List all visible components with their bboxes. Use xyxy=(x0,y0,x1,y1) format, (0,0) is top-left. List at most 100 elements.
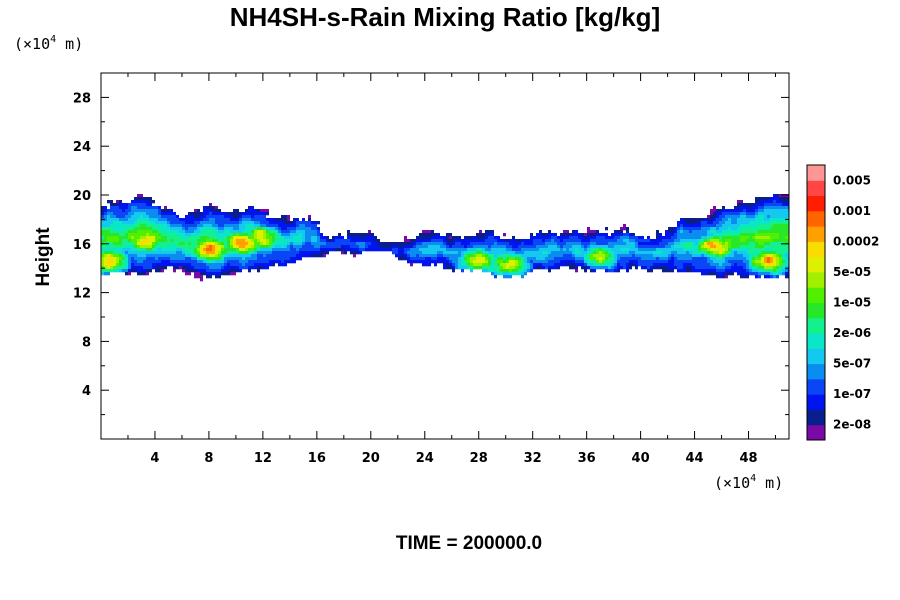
colorbar-label: 0.005 xyxy=(833,173,871,187)
field-cell xyxy=(230,263,242,267)
field-cell xyxy=(392,248,398,252)
field-cell xyxy=(734,206,740,210)
y-unit-exponent: 4 xyxy=(50,34,56,45)
field-cell xyxy=(605,251,608,255)
field-cell xyxy=(701,254,704,258)
field-cell xyxy=(101,251,104,255)
field-cell xyxy=(746,263,749,267)
field-cell xyxy=(584,254,587,258)
y-unit-label: (×104 m) xyxy=(14,34,83,53)
field-cell xyxy=(215,230,218,234)
field-cell xyxy=(263,230,266,234)
field-cell xyxy=(701,227,710,231)
field-cell xyxy=(491,272,494,276)
x-tick-label: 44 xyxy=(686,451,704,466)
field-cell xyxy=(128,233,146,237)
field-cell xyxy=(572,230,575,234)
field-cell xyxy=(470,251,476,255)
field-cell xyxy=(740,245,755,249)
field-cell xyxy=(104,215,107,219)
field-cell xyxy=(473,266,482,270)
field-cell xyxy=(683,224,701,228)
field-cell xyxy=(503,233,506,237)
field-cell xyxy=(530,260,533,264)
field-cell xyxy=(218,248,221,252)
field-cell xyxy=(590,242,596,246)
field-cell xyxy=(758,242,764,246)
field-cell xyxy=(782,254,785,258)
field-cell xyxy=(185,221,194,225)
field-cell xyxy=(725,239,731,243)
field-cell xyxy=(704,242,707,246)
field-cell xyxy=(770,218,789,222)
field-cell xyxy=(410,257,425,261)
field-cell xyxy=(200,227,215,231)
field-cell xyxy=(521,254,548,258)
field-cell xyxy=(179,242,185,246)
field-cell xyxy=(248,236,254,240)
field-cell xyxy=(293,236,302,240)
field-cell xyxy=(236,236,239,240)
field-cell xyxy=(446,242,449,246)
field-cell xyxy=(521,266,524,270)
field-cell xyxy=(467,257,470,261)
field-cell xyxy=(335,239,350,243)
field-cell xyxy=(191,233,200,237)
field-cell xyxy=(563,254,572,258)
field-cell xyxy=(464,245,467,249)
field-cell xyxy=(143,260,161,264)
field-cell xyxy=(485,230,494,234)
field-cell xyxy=(494,242,497,246)
field-cell xyxy=(257,233,263,237)
field-cell xyxy=(452,245,464,249)
field-cell xyxy=(317,230,320,234)
field-cell xyxy=(245,209,248,213)
field-cell xyxy=(131,239,137,243)
field-cell xyxy=(137,194,143,198)
field-cell xyxy=(248,269,251,273)
field-cell xyxy=(416,236,431,240)
field-cell xyxy=(206,206,215,210)
field-cell xyxy=(602,260,605,264)
field-cell xyxy=(290,230,296,234)
field-cell xyxy=(704,239,707,243)
field-cell xyxy=(278,224,296,228)
field-cell xyxy=(782,203,789,207)
field-cell xyxy=(302,239,305,243)
field-cell xyxy=(569,248,575,252)
field-cell xyxy=(464,236,473,240)
field-cell xyxy=(659,236,671,240)
field-cell xyxy=(626,242,635,246)
field-cell xyxy=(707,239,710,243)
field-cell xyxy=(728,218,731,222)
field-cell xyxy=(755,263,761,267)
field-cell xyxy=(374,239,380,243)
field-cell xyxy=(230,251,233,255)
field-cell xyxy=(116,266,125,270)
field-cell xyxy=(398,248,404,252)
field-cell xyxy=(152,263,191,267)
field-cell xyxy=(233,236,236,240)
field-cell xyxy=(128,266,131,270)
field-cell xyxy=(512,269,518,273)
field-cell xyxy=(779,257,782,261)
colorbar-label: 0.001 xyxy=(833,204,871,218)
field-cell xyxy=(743,209,746,213)
field-cell xyxy=(749,263,752,267)
field-cell xyxy=(722,254,725,258)
field-cell xyxy=(656,230,659,234)
field-cell xyxy=(407,257,410,261)
field-cell xyxy=(536,233,542,237)
field-cell xyxy=(119,203,128,207)
field-cell xyxy=(629,266,632,270)
field-cell xyxy=(233,209,239,213)
field-cell xyxy=(128,239,131,243)
field-cell xyxy=(746,215,755,219)
field-cell xyxy=(101,227,113,231)
field-cell xyxy=(602,251,605,255)
field-cell xyxy=(257,269,260,273)
field-cell xyxy=(143,266,152,270)
field-cell xyxy=(137,248,146,252)
field-cell xyxy=(116,257,119,261)
field-cell xyxy=(698,248,701,252)
